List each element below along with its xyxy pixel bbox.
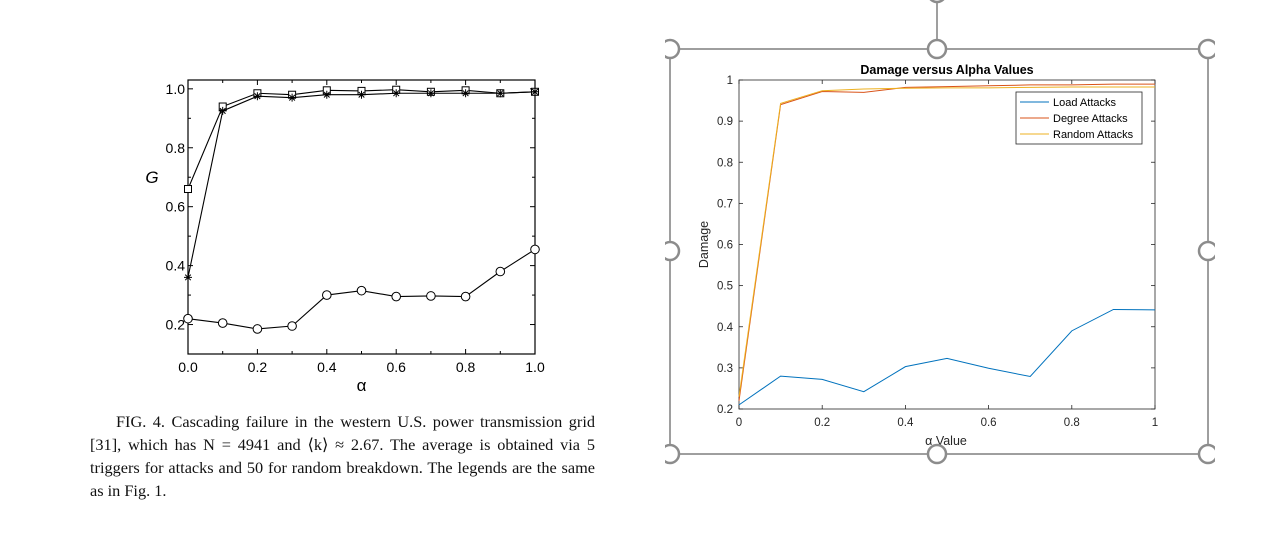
circle-marker <box>530 244 540 255</box>
series-line-random-attacks <box>738 86 1155 397</box>
y-tick-label: 1.0 <box>166 81 186 97</box>
star-marker <box>531 87 539 96</box>
handle-bottom-right[interactable] <box>1197 443 1219 465</box>
star-marker <box>426 89 435 98</box>
circle-marker <box>252 324 263 334</box>
x-tick-label: 1.0 <box>525 359 545 375</box>
star-marker <box>496 89 505 98</box>
legend-label: Random Attacks <box>1053 129 1134 141</box>
circle-marker <box>495 266 506 277</box>
legend-label: Load Attacks <box>1053 97 1116 109</box>
y-tick-label: 0.5 <box>717 281 733 293</box>
star-marker <box>357 90 366 99</box>
legend-label: Degree Attacks <box>1053 113 1128 125</box>
rotate-handle[interactable] <box>928 0 946 4</box>
circle-marker <box>322 290 332 300</box>
figure-caption: FIG. 4. Cascading failure in the western… <box>90 410 595 502</box>
plot-frame <box>187 79 536 355</box>
y-axis-label: G <box>145 168 158 187</box>
x-tick-label: 0.8 <box>1064 417 1080 429</box>
star-marker <box>184 273 192 282</box>
handle-middle-right[interactable] <box>1197 240 1219 262</box>
star-marker <box>218 106 227 115</box>
left-chart-svg: 0.0 0.2 0.4 0.6 0.8 1.0 0.2 0.4 0.6 0.8 1.0 α G <box>145 79 545 395</box>
handle-top-middle[interactable] <box>926 38 948 60</box>
y-tick-label: 0.7 <box>717 198 733 210</box>
x-tick-label: 0.2 <box>248 359 268 375</box>
circle-marker <box>426 291 436 301</box>
figure-caption-text: FIG. 4. Cascading failure in the western… <box>90 412 595 500</box>
y-tick-label: 0.8 <box>717 157 733 169</box>
star-marker <box>322 90 331 99</box>
x-tick-label: 1 <box>1152 417 1158 429</box>
selected-chart-image[interactable]: 0 0.2 0.4 0.6 0.8 1 0.2 0.3 0.4 0.5 0.6 0.7 0.8 0.9 1 D… <box>659 0 1219 470</box>
x-tick-label: 0 <box>736 417 742 429</box>
y-tick-label: 0.3 <box>717 363 733 375</box>
star-marker <box>253 92 262 101</box>
series-line-star <box>187 91 536 278</box>
y-tick-label: 0.8 <box>166 140 186 156</box>
circle-marker <box>287 321 297 331</box>
left-chart: 0.0 0.2 0.4 0.6 0.8 1.0 0.2 0.4 0.6 0.8 1.0 α G <box>130 70 560 400</box>
y-tick-label: 0.2 <box>166 317 186 333</box>
y-tick-label: 0.4 <box>166 258 186 274</box>
handle-bottom-middle[interactable] <box>926 443 948 465</box>
circle-marker <box>391 291 402 302</box>
series-line-degree-attacks <box>738 83 1155 401</box>
y-tick-label: 1 <box>727 75 733 87</box>
square-marker <box>184 185 192 194</box>
y-tick-label: 0.4 <box>717 322 734 334</box>
y-tick-label: 0.6 <box>717 240 733 252</box>
y-tick-label: 0.6 <box>166 199 186 215</box>
star-marker <box>461 89 470 98</box>
x-tick-label: 0.2 <box>814 417 830 429</box>
y-tick-label: 0.9 <box>717 116 733 128</box>
handle-top-right[interactable] <box>1197 38 1219 60</box>
chart-title: Damage versus Alpha Values <box>860 63 1033 77</box>
y-axis-label: Damage <box>697 221 711 268</box>
handle-middle-left[interactable] <box>659 240 681 262</box>
circle-marker <box>460 291 471 302</box>
x-tick-label: 0.0 <box>178 359 198 375</box>
x-tick-label: 0.8 <box>456 359 476 375</box>
right-chart-svg: 0 0.2 0.4 0.6 0.8 10.20.30.40.50.60.70.80.91D… <box>659 0 1219 465</box>
x-tick-label: 0.6 <box>981 417 997 429</box>
star-marker <box>392 89 401 98</box>
circle-marker <box>356 285 367 296</box>
star-marker <box>288 93 297 102</box>
circle-marker <box>183 313 193 324</box>
handle-bottom-left[interactable] <box>659 443 681 465</box>
y-tick-label: 0.2 <box>717 404 733 416</box>
x-tick-label: 0.4 <box>317 359 337 375</box>
x-tick-label: 0.6 <box>386 359 406 375</box>
series-line-square <box>187 89 536 190</box>
handle-top-left[interactable] <box>659 38 681 60</box>
series-line-load-attacks <box>738 308 1156 406</box>
x-axis-label: α <box>357 376 367 395</box>
circle-marker <box>217 318 228 328</box>
x-tick-label: 0.4 <box>897 417 914 429</box>
